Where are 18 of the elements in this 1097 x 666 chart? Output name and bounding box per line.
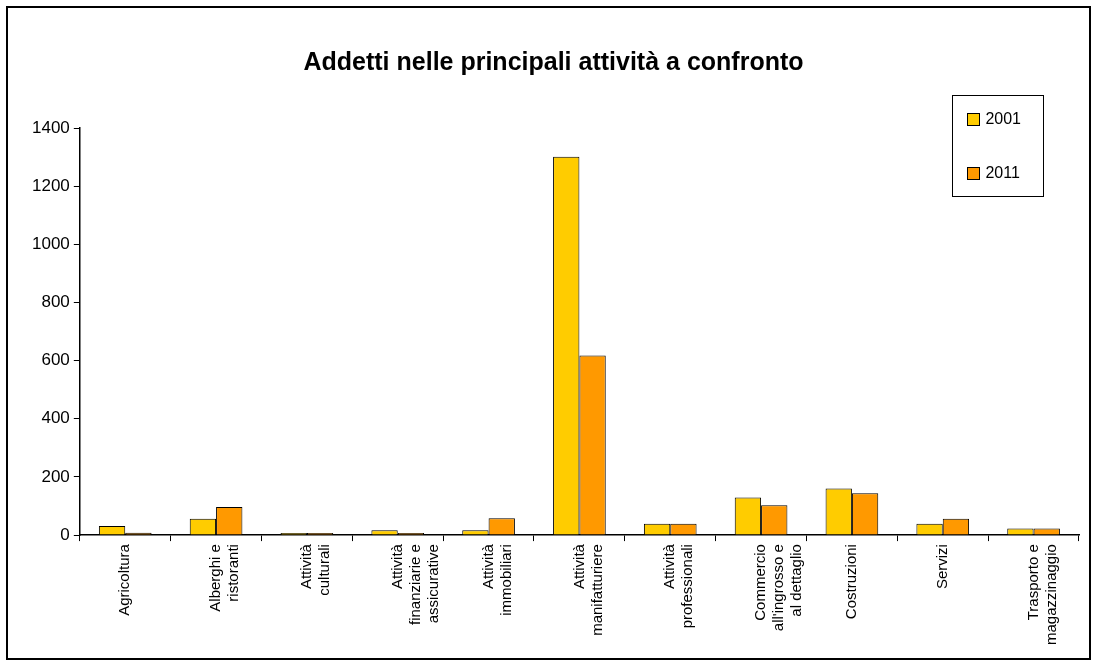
- chart-title: Addetti nelle principali attività a confronto: [303, 46, 804, 75]
- y-tick-label: 1000: [31, 234, 70, 253]
- x-tick-label: Commercio all'ingrosso e al dettaglio: [751, 544, 805, 632]
- y-tick-label: 600: [41, 350, 70, 370]
- y-tick-label: 0: [60, 524, 70, 544]
- y-tick-label: 1200: [31, 175, 70, 195]
- x-tick-label: Attività culturali: [297, 543, 333, 596]
- y-tick-label: 400: [41, 408, 70, 428]
- x-tick-label: Servizi: [932, 544, 950, 590]
- y-tick-label: 1400: [31, 117, 70, 137]
- y-tick-label: 200: [41, 466, 70, 486]
- legend-label: 2011: [985, 164, 1020, 182]
- x-tick-label: Costruzioni: [842, 544, 860, 620]
- x-tick-label: Alberghi e ristoranti: [206, 544, 242, 612]
- x-tick-label: Agricoltura: [115, 543, 133, 616]
- legend-label: 2001: [985, 110, 1021, 128]
- x-tick-label: Trasporto e magazzinaggio: [1023, 544, 1059, 646]
- y-tick-label: 800: [41, 292, 70, 312]
